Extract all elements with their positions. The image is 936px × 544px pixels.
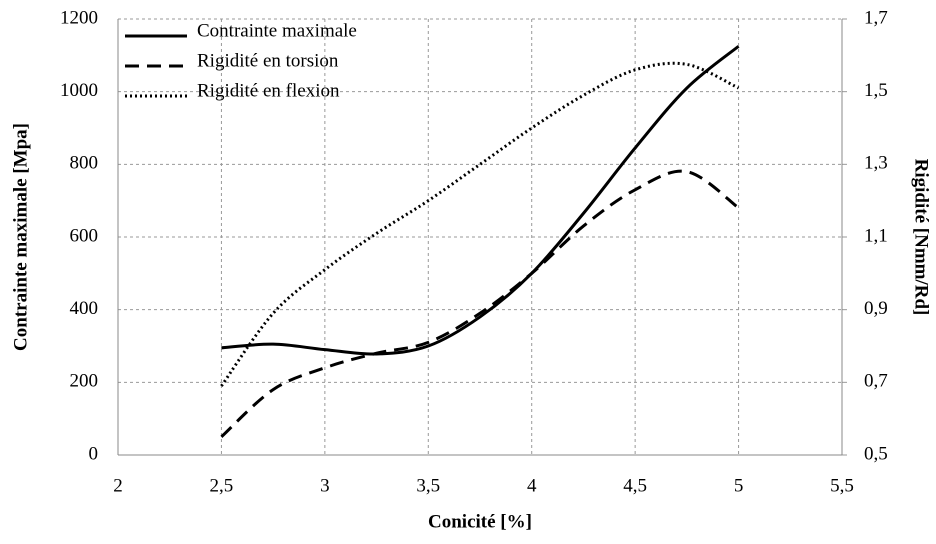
- x-axis-title: Conicité [%]: [428, 511, 532, 532]
- x-tick-label: 5,5: [830, 475, 854, 496]
- x-tick-label: 2,5: [210, 475, 234, 496]
- y2-tick-label: 0,5: [864, 443, 888, 464]
- y2-tick-label: 0,7: [864, 371, 888, 392]
- y-tick-label: 1200: [60, 7, 98, 28]
- y2-tick-label: 1,5: [864, 80, 888, 101]
- y-tick-label: 1000: [60, 80, 98, 101]
- y-tick-label: 200: [70, 371, 99, 392]
- y-tick-label: 400: [70, 298, 99, 319]
- y-axis-title: Contrainte maximale [Mpa]: [10, 123, 31, 351]
- x-tick-label: 2: [113, 475, 123, 496]
- series-line: [221, 45, 740, 356]
- y2-tick-label: 1,1: [864, 225, 888, 246]
- y2-tick-label: 1,7: [864, 7, 888, 28]
- y-tick-label: 800: [70, 153, 99, 174]
- x-tick-label: 3,5: [416, 475, 440, 496]
- legend-label: Contrainte maximale: [197, 20, 357, 41]
- series-line: [220, 169, 740, 438]
- x-tick-label: 4,5: [623, 475, 647, 496]
- y-tick-label: 600: [70, 225, 99, 246]
- x-tick-label: 3: [320, 475, 330, 496]
- y2-tick-label: 1,3: [864, 153, 888, 174]
- legend-label: Rigidité en torsion: [197, 50, 339, 71]
- legend-label: Rigidité en flexion: [197, 80, 340, 101]
- series-line: [220, 61, 740, 387]
- y2-axis-title: Rigidité [Nmm/Rd]: [911, 159, 932, 316]
- y-tick-label: 0: [89, 443, 99, 464]
- y2-tick-label: 0,9: [864, 298, 888, 319]
- x-tick-label: 5: [734, 475, 744, 496]
- x-tick-label: 4: [527, 475, 537, 496]
